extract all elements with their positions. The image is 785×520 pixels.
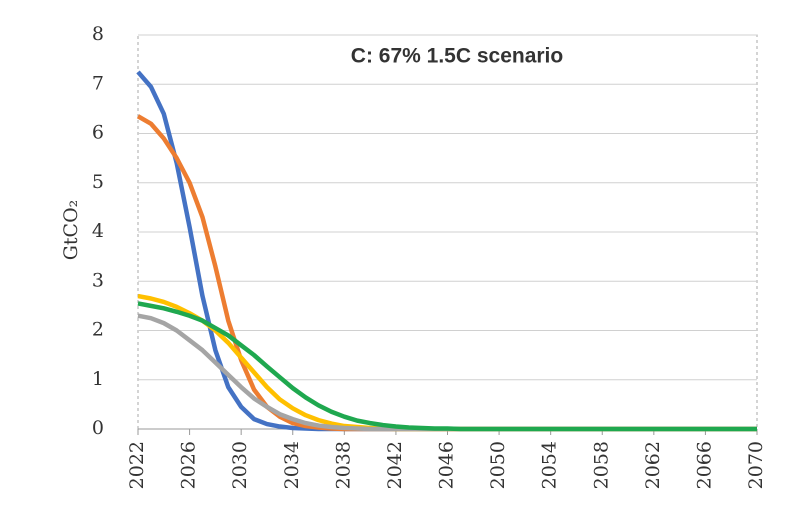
y-tick-label: 3 [92, 269, 104, 291]
series-line [137, 293, 757, 432]
x-tick-label: 2042 [384, 441, 406, 489]
x-tick-label: 2022 [126, 441, 148, 489]
x-tick-label: 2046 [436, 441, 458, 489]
x-tick-label: 2066 [693, 441, 715, 489]
y-tick-label: 0 [92, 417, 104, 439]
y-tick-label: 7 [92, 72, 104, 94]
x-tick-label: 2058 [590, 441, 612, 489]
x-tick-label: 2026 [178, 441, 200, 489]
y-tick-label: 5 [92, 171, 104, 193]
y-tick-label: 6 [92, 122, 104, 144]
series-line [137, 301, 757, 432]
x-tick-label: 2054 [539, 441, 561, 489]
y-tick-label: 4 [92, 220, 104, 242]
x-tick-label: 2030 [229, 441, 251, 489]
y-tick-label: 8 [92, 23, 104, 45]
x-tick-label: 2038 [332, 441, 354, 489]
x-tick-label: 2050 [487, 441, 509, 489]
series-line [136, 114, 757, 432]
x-tick-label: 2062 [642, 441, 664, 489]
y-tick-label: 1 [92, 368, 104, 390]
y-axis-label: GtCO₂ [60, 200, 82, 261]
y-tick-label: 2 [92, 319, 104, 341]
x-tick-label: 2070 [745, 441, 767, 489]
x-tick-label: 2034 [281, 441, 303, 489]
chart-title: C: 67% 1.5C scenario [351, 45, 563, 68]
